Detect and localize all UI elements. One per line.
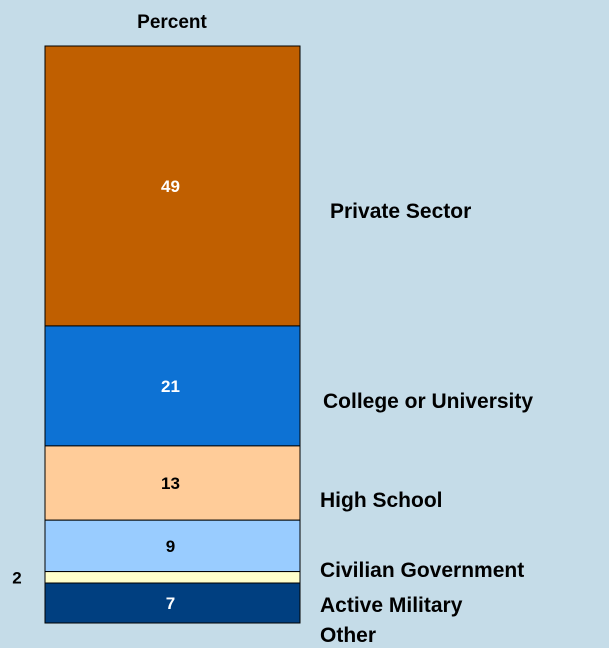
chart-title: Percent xyxy=(137,12,207,33)
value-label: 7 xyxy=(166,594,175,613)
bar-stack: 49 Private Sector 21 College or University 1… xyxy=(12,45,533,647)
category-label: College or University xyxy=(323,390,533,413)
value-label: 13 xyxy=(161,474,180,493)
bar-segment-other xyxy=(44,582,301,624)
value-label: 21 xyxy=(161,377,180,396)
category-label: Private Sector xyxy=(330,200,471,223)
value-label: 9 xyxy=(166,537,175,556)
bar-segment-private-sector xyxy=(44,45,301,327)
category-label: High School xyxy=(320,489,443,512)
bar-segment-college-or-university xyxy=(44,325,301,447)
bar-segment-high-school xyxy=(44,445,301,521)
category-label: Other xyxy=(320,624,376,647)
value-label: 49 xyxy=(161,177,180,196)
category-label: Active Military xyxy=(320,594,463,617)
bar-segment-active-military xyxy=(44,571,301,584)
category-label: Civilian Government xyxy=(320,559,524,582)
value-label: 2 xyxy=(12,568,21,587)
bar-segment-civilian-government xyxy=(44,519,301,573)
